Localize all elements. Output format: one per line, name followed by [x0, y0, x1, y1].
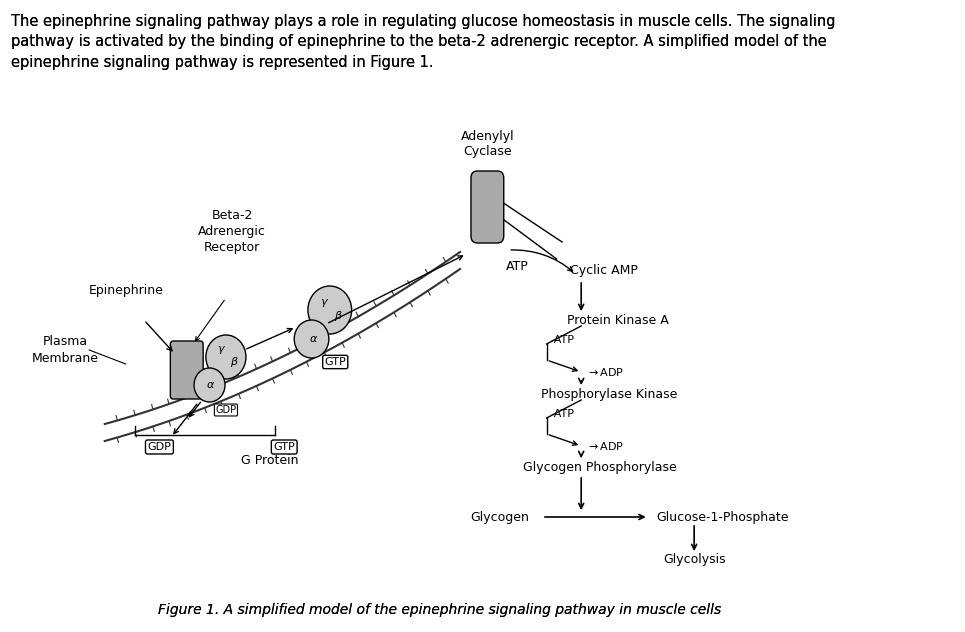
Text: -ATP: -ATP	[550, 335, 574, 345]
Text: $\gamma$: $\gamma$	[319, 297, 329, 309]
Text: $\beta$: $\beta$	[230, 355, 238, 369]
Text: $\gamma$: $\gamma$	[217, 344, 226, 356]
Text: ATP: ATP	[506, 260, 528, 272]
Circle shape	[294, 320, 329, 358]
FancyBboxPatch shape	[171, 341, 204, 399]
Text: The epinephrine signaling pathway plays a role in regulating glucose homeostasis: The epinephrine signaling pathway plays …	[11, 14, 836, 70]
Text: $\alpha$: $\alpha$	[309, 334, 317, 344]
Text: The epinephrine signaling pathway plays a role in regulating glucose homeostasis: The epinephrine signaling pathway plays …	[11, 14, 836, 70]
Text: GDP: GDP	[148, 442, 172, 452]
FancyBboxPatch shape	[471, 171, 504, 243]
Text: Cyclic AMP: Cyclic AMP	[570, 264, 638, 277]
Circle shape	[206, 335, 246, 379]
Text: Beta-2
Adrenergic
Receptor: Beta-2 Adrenergic Receptor	[199, 209, 266, 254]
Text: $\rightarrow$ADP: $\rightarrow$ADP	[586, 366, 624, 378]
Text: Epinephrine: Epinephrine	[88, 284, 163, 297]
Circle shape	[194, 368, 225, 402]
Text: Plasma
Membrane: Plasma Membrane	[32, 335, 99, 365]
Text: GDP: GDP	[215, 405, 236, 415]
Text: GTP: GTP	[324, 357, 346, 367]
Text: Glucose-1-Phosphate: Glucose-1-Phosphate	[656, 511, 788, 523]
Text: -ATP: -ATP	[550, 409, 574, 419]
Text: Adenylyl
Cyclase: Adenylyl Cyclase	[460, 130, 514, 158]
Circle shape	[308, 286, 351, 334]
Text: Glycogen Phosphorylase: Glycogen Phosphorylase	[523, 461, 676, 473]
Text: $\beta$: $\beta$	[334, 309, 343, 323]
Text: G Protein: G Protein	[241, 454, 299, 466]
Text: Glycogen: Glycogen	[470, 511, 529, 523]
Text: $\rightarrow$ADP: $\rightarrow$ADP	[586, 440, 624, 452]
Text: GTP: GTP	[273, 442, 295, 452]
Text: Glycolysis: Glycolysis	[663, 554, 726, 566]
Text: Phosphorylase Kinase: Phosphorylase Kinase	[541, 387, 677, 401]
Text: Figure 1. A simplified model of the epinephrine signaling pathway in muscle cell: Figure 1. A simplified model of the epin…	[158, 603, 721, 617]
Text: $\alpha$: $\alpha$	[206, 380, 215, 390]
Text: Figure 1. A simplified model of the epinephrine signaling pathway in muscle cell: Figure 1. A simplified model of the epin…	[158, 603, 721, 617]
Text: Protein Kinase A: Protein Kinase A	[566, 313, 669, 327]
